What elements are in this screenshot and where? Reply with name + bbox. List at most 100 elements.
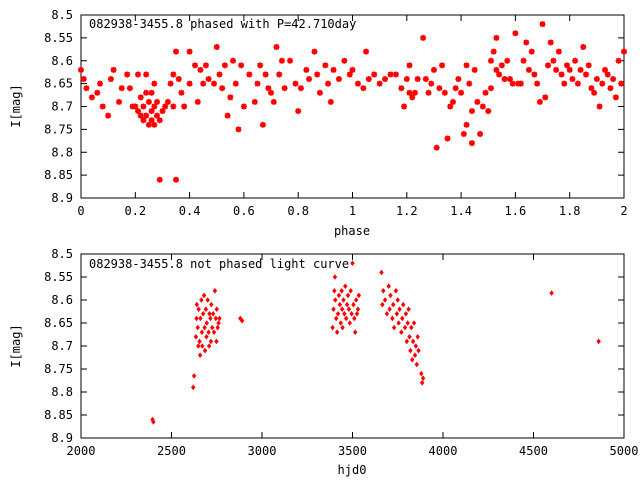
phased-data-point-rays <box>230 57 237 64</box>
phased-data-point-rays <box>97 80 104 87</box>
phased-data-point <box>346 71 353 78</box>
unphased-data-point <box>391 324 397 331</box>
phased-data-point <box>99 103 106 110</box>
phased-data-point <box>221 62 228 69</box>
unphased-data-point <box>400 315 405 322</box>
phased-data-point-rays <box>534 80 541 87</box>
phased-data-point <box>363 48 370 55</box>
unphased-plot-frame <box>80 253 625 439</box>
phased-data-point <box>314 71 321 78</box>
phased-data-point-rays <box>468 108 475 115</box>
phased-data-point-rays <box>219 85 226 92</box>
unphased-data-point <box>396 320 401 326</box>
unphased-data-point <box>199 297 204 303</box>
phased-data-point <box>360 85 367 92</box>
phased-data-point <box>444 135 451 142</box>
phased-data-point <box>490 48 497 55</box>
unphased-data-point <box>420 375 426 381</box>
phased-data-point <box>544 62 551 69</box>
phased-x-tick-label: 1.8 <box>559 204 581 218</box>
phased-data-point-rays <box>156 176 163 183</box>
unphased-data-point <box>332 274 338 280</box>
phased-data-point-rays <box>433 144 440 151</box>
unphased-data-point <box>199 329 205 335</box>
phased-data-point <box>167 80 174 87</box>
phased-data-point <box>145 121 152 128</box>
phased-x-axis-label: phase <box>334 224 370 238</box>
unphased-data-point <box>337 301 343 308</box>
phased-data-point <box>311 48 318 55</box>
phased-data-point <box>154 98 161 105</box>
phased-data-point <box>175 76 182 83</box>
phased-data-point <box>371 71 378 78</box>
phased-data-point-rays <box>270 98 277 105</box>
phased-data-point-rays <box>268 89 275 96</box>
phased-data-point <box>278 57 285 64</box>
unphased-data-point <box>406 306 411 312</box>
phased-data-point <box>406 89 413 96</box>
phased-ticks: 0 0.2 0.4 0.6 0.8 1 1.2 1.4 1.6 1.8 2 8.5 8.55 8.6 8.6… <box>44 8 628 218</box>
phased-data-point <box>509 80 516 87</box>
phased-data-point <box>574 80 581 87</box>
phased-data-point-rays <box>477 130 484 137</box>
phased-data-point-rays <box>325 80 332 87</box>
unphased-data-point <box>353 329 358 335</box>
phased-data-point <box>132 103 139 110</box>
unphased-data-point <box>198 315 203 322</box>
unphased-data-point <box>352 315 357 322</box>
unphased-data-point <box>413 343 419 349</box>
unphased-data-point <box>204 320 209 326</box>
phased-data-point-rays <box>281 85 288 92</box>
unphased-data-point <box>356 292 362 299</box>
phased-y-tick-label: 8.7 <box>51 100 73 114</box>
phased-data-point-rays <box>262 71 269 78</box>
phased-data-point-rays <box>235 126 242 133</box>
phased-data-point-rays <box>422 76 429 83</box>
unphased-data-point <box>333 297 338 303</box>
phased-data-point <box>297 85 304 92</box>
unphased-data-point <box>345 292 351 299</box>
unphased-data-point <box>339 288 344 294</box>
phased-x-tick-label: 1.4 <box>450 204 472 218</box>
phased-data-point <box>140 103 147 110</box>
unphased-y-axis-label: I[mag] <box>9 324 23 367</box>
unphased-data-point <box>216 320 221 326</box>
phased-y-tick-label: 8.8 <box>51 145 73 159</box>
phased-data-point <box>227 94 234 101</box>
unphased-data-point <box>194 301 200 308</box>
phased-data-point-rays <box>498 62 505 69</box>
phased-data-point-rays <box>512 30 519 37</box>
phased-data-point-rays <box>618 80 625 87</box>
phased-data-point <box>257 62 264 69</box>
phased-data-point-rays <box>479 103 486 110</box>
unphased-data-points <box>150 260 601 425</box>
unphased-x-tick-label: 2000 <box>67 444 96 458</box>
phased-data-point-rays <box>341 57 348 64</box>
phased-data-point <box>97 80 104 87</box>
phased-data-point <box>447 103 454 110</box>
unphased-y-tick-label: 8.65 <box>44 316 73 330</box>
unphased-data-point <box>339 306 345 312</box>
unphased-data-point <box>390 315 395 322</box>
phased-data-point <box>143 71 150 78</box>
phased-data-point <box>170 71 177 78</box>
phased-data-point-rays <box>482 89 489 96</box>
phased-data-point <box>539 21 546 28</box>
unphased-data-point <box>336 292 342 299</box>
phased-data-point <box>145 98 152 105</box>
phased-data-point-rays <box>246 71 253 78</box>
phased-data-point <box>612 94 619 101</box>
phased-data-point <box>479 103 486 110</box>
phased-data-point-rays <box>99 103 106 110</box>
phased-data-point <box>202 62 209 69</box>
unphased-y-tick-label: 8.8 <box>51 385 73 399</box>
phased-data-point-rays <box>504 57 511 64</box>
unphased-data-point <box>191 373 197 379</box>
phased-data-point <box>439 62 446 69</box>
phased-data-point-rays <box>490 48 497 55</box>
phased-data-point-rays <box>539 21 546 28</box>
phased-y-tick-label: 8.65 <box>44 77 73 91</box>
unphased-data-point <box>210 324 215 331</box>
phased-data-point <box>466 80 473 87</box>
phased-data-point <box>330 66 337 73</box>
